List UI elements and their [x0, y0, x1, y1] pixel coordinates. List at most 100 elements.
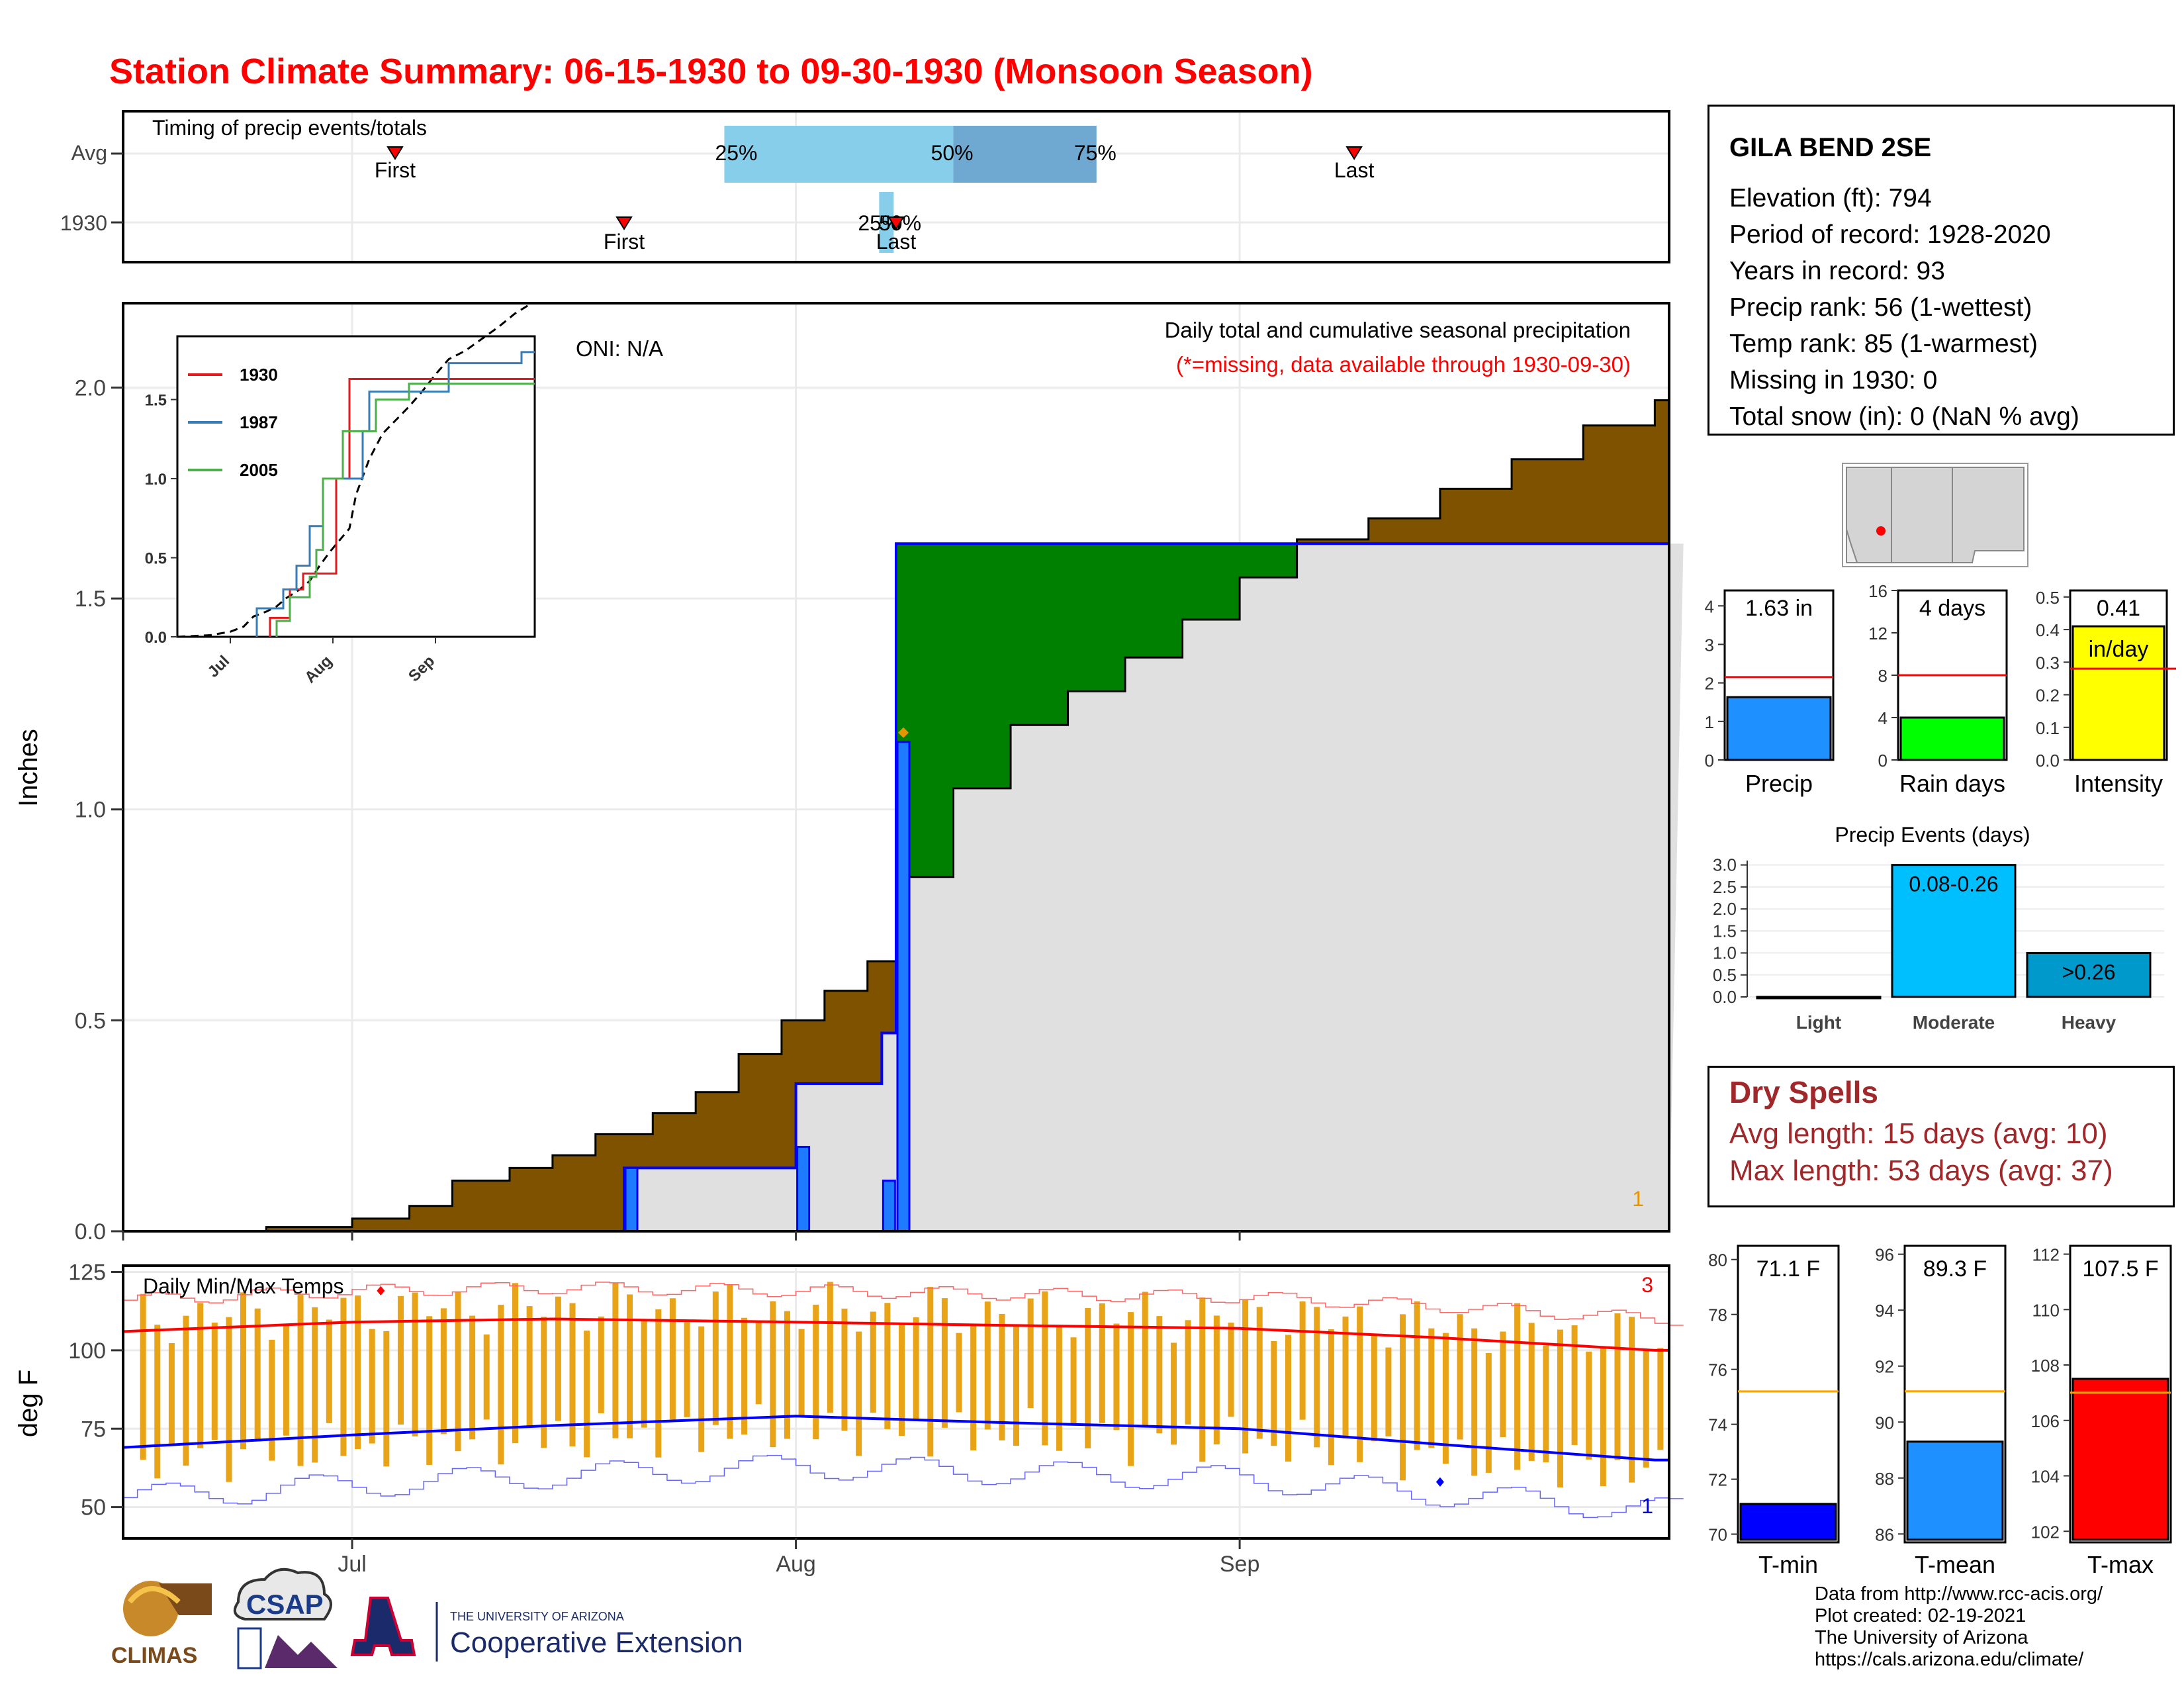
daily-temp-bar	[140, 1293, 146, 1460]
temp-bar-frame	[1737, 1244, 1840, 1544]
x-tick-label: Aug	[776, 1552, 816, 1577]
record-min-line	[123, 1454, 1684, 1519]
avg-first-label: First	[375, 158, 416, 182]
daily-temp-bar	[999, 1313, 1005, 1440]
daily-temp-bar	[1242, 1299, 1249, 1454]
daily-temp-bar	[856, 1331, 862, 1456]
csap-logo: CSAP	[233, 1568, 338, 1669]
temp-y-axis-label: deg F	[14, 1370, 43, 1437]
daily-temp-bar	[1600, 1348, 1606, 1487]
state-shape	[1846, 467, 1892, 563]
event-bar	[2026, 952, 2152, 998]
temp-bar-tick-label: 86	[1875, 1524, 1894, 1544]
1930-last-marker	[887, 216, 905, 230]
temp-frame	[122, 1264, 1670, 1540]
mini-bar-tick-label: 0	[1878, 751, 1888, 771]
mini-bar-value-label: 1.63 in	[1745, 596, 1813, 621]
daily-temp-bar	[1414, 1301, 1420, 1450]
daily-temp-bar	[770, 1301, 776, 1448]
x-tick-label: Sep	[1220, 1552, 1260, 1577]
daily-temp-bar	[1385, 1347, 1392, 1436]
state-shape	[1952, 467, 2025, 563]
temp-min-count: 1	[1641, 1494, 1653, 1518]
mini-bar-tick-label: 1	[1705, 712, 1714, 732]
state-shape	[1846, 529, 1858, 563]
mini-bar-value-label: 4 days	[1919, 596, 1985, 621]
daily-temp-bar	[684, 1322, 690, 1417]
mini-bar-value	[1899, 716, 2005, 761]
daily-temp-bar	[669, 1298, 676, 1420]
daily-temp-bar	[1471, 1328, 1478, 1476]
daily-temp-bar	[1557, 1329, 1563, 1488]
daily-temp-bar	[498, 1305, 504, 1465]
precip-events-chart: Precip Events (days) 0.00.51.01.52.02.53…	[1713, 823, 2164, 1033]
daily-temp-bar	[1371, 1335, 1377, 1442]
y-tick-label: 100	[68, 1338, 106, 1364]
station-precip-rank: Precip rank: 56 (1-wettest)	[1729, 293, 2032, 322]
daily-temp-bar	[1657, 1348, 1664, 1450]
temp-bar-value	[1906, 1440, 2004, 1541]
missing-note: (*=missing, data available through 1930-…	[1176, 352, 1631, 377]
daily-temp-bar	[483, 1334, 490, 1420]
precip-events-title: Precip Events (days)	[1835, 823, 2030, 847]
events-tick-label: 1.0	[1713, 943, 1737, 963]
daily-temp-bar	[154, 1325, 161, 1479]
daily-temp-bar	[899, 1324, 905, 1436]
y-tick-label: 2.0	[75, 375, 106, 400]
daily-temp-bar	[426, 1316, 433, 1465]
daily-temp-bar	[655, 1309, 662, 1458]
daily-temp-bar	[1142, 1291, 1148, 1427]
daily-temp-bar	[326, 1319, 332, 1423]
precip-panel: 0.0 0.5 1.0 1.5 2.0 Inches ONI: N/A Daily to…	[14, 302, 1684, 1244]
daily-temp-bar	[1514, 1303, 1521, 1470]
mini-bar-tick-label: 8	[1878, 666, 1888, 686]
station-years: Years in record: 93	[1729, 257, 1945, 285]
dry-spells-box: Dry Spells Avg length: 15 days (avg: 10)…	[1707, 1066, 2175, 1207]
mini-bar-category-label: Precip	[1745, 770, 1813, 797]
temp-max-count: 3	[1641, 1273, 1653, 1297]
daily-temp-bar	[283, 1323, 289, 1436]
inset-frame	[176, 335, 536, 638]
y-tick-label: 0.0	[75, 1219, 106, 1244]
dry-spells-avg: Avg length: 15 days (avg: 10)	[1729, 1117, 2108, 1150]
temp-bar-value	[2071, 1378, 2169, 1541]
temp-bar-tick-label: 74	[1708, 1415, 1727, 1435]
daily-temp-bar	[1442, 1333, 1449, 1464]
daily-temp-bar	[1128, 1312, 1134, 1466]
daily-temp-bar	[455, 1291, 461, 1452]
station-info-box: GILA BEND 2SE Elevation (ft): 794 Period…	[1707, 105, 2175, 436]
inset-legend-label: 2005	[240, 460, 278, 480]
daily-temp-bar	[698, 1326, 705, 1452]
temp-bar-tick-label: 112	[2032, 1245, 2060, 1265]
inset-legend-label: 1987	[240, 412, 278, 432]
page-title: Station Climate Summary: 06-15-1930 to 0…	[109, 52, 1313, 91]
daily-temp-bar	[1400, 1314, 1406, 1481]
csap-text: CSAP	[246, 1589, 324, 1620]
daily-temp-bar	[1586, 1351, 1592, 1460]
event-range-label: 0.08-0.26	[1909, 872, 1998, 896]
credits: Data from http://www.rcc-acis.org/ Plot …	[1815, 1583, 2103, 1671]
mini-bar-tick-label: 4	[1878, 708, 1888, 728]
y-tick-label: 75	[81, 1417, 106, 1442]
temp-bar-tick-label: 70	[1708, 1525, 1727, 1545]
daily-temp-bar	[870, 1311, 876, 1413]
ua-big-text: Cooperative Extension	[450, 1626, 743, 1659]
daily-temp-bar	[226, 1317, 232, 1482]
inset-legend-label: 1930	[240, 365, 278, 385]
temp-panel-label: Daily Min/Max Temps	[143, 1274, 343, 1298]
daily-temp-bar	[884, 1303, 891, 1429]
event-bar	[1756, 996, 1882, 1000]
avg-min-line	[122, 1415, 1669, 1462]
temp-bar-category-label: T-mean	[1915, 1551, 1995, 1578]
daily-temp-bar	[183, 1315, 189, 1466]
event-bar	[1891, 864, 2017, 998]
station-snow: Total snow (in): 0 (NaN % avg)	[1729, 402, 2079, 431]
daily-temp-bar	[1629, 1317, 1635, 1483]
daily-temp-bar	[1113, 1323, 1120, 1430]
daily-temp-bar	[512, 1283, 518, 1444]
precip-caption: Daily total and cumulative seasonal prec…	[1165, 318, 1631, 342]
mini-bar-tick-label: 0.4	[2036, 620, 2060, 640]
credit-line: The University of Arizona	[1815, 1627, 2028, 1648]
